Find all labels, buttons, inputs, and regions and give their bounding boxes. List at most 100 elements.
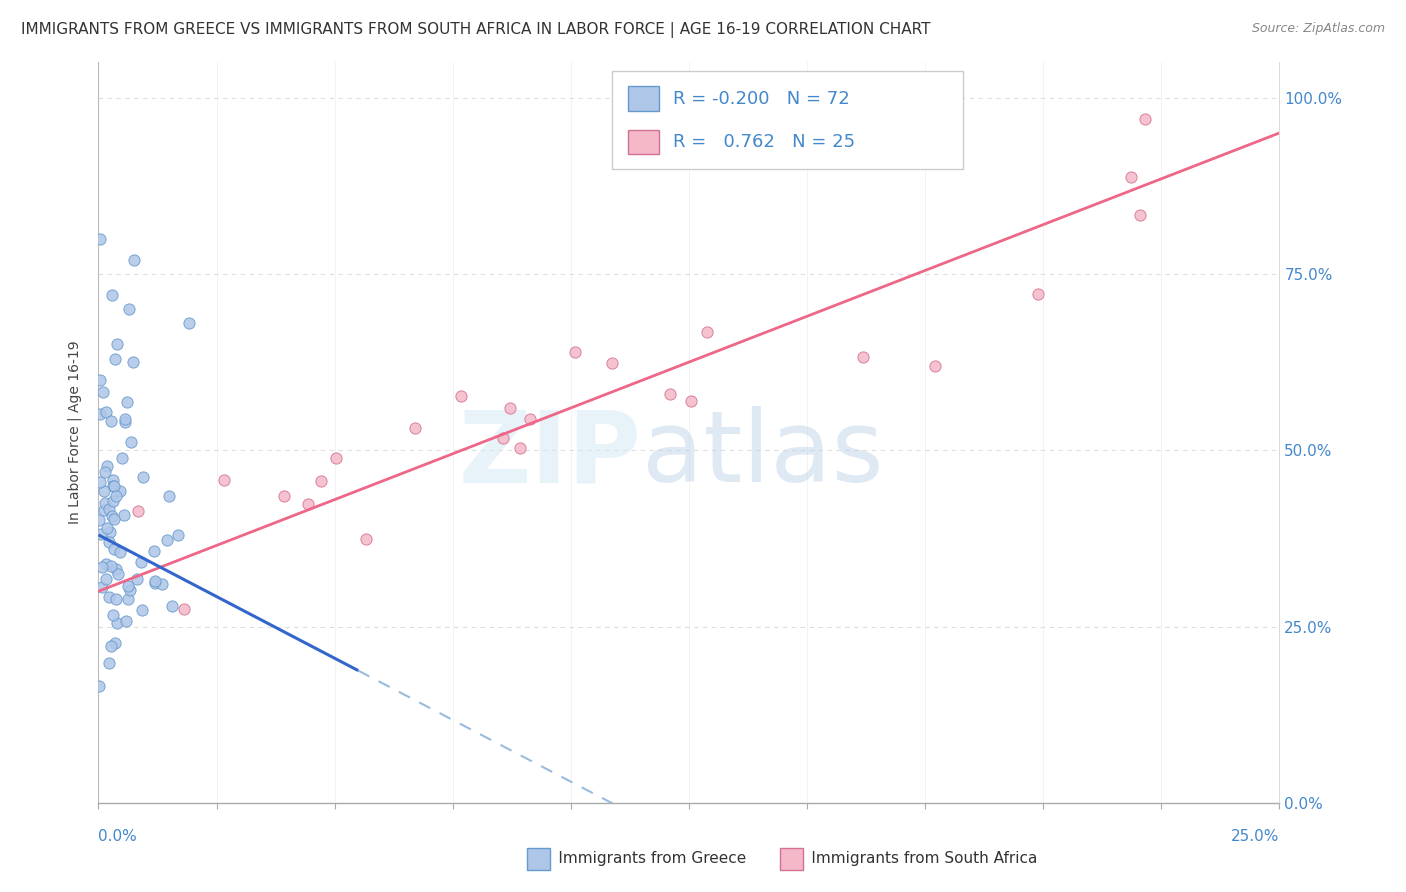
- Point: [120, 435, 142, 450]
- Point: [1026, 287, 1049, 301]
- Point: [160, 599, 183, 614]
- Point: [96, 458, 118, 473]
- Point: [89, 513, 111, 527]
- Point: [354, 532, 377, 546]
- Point: [96, 521, 118, 535]
- Point: [297, 497, 319, 511]
- Point: [325, 450, 347, 465]
- Point: [96, 405, 118, 419]
- Point: [509, 442, 531, 456]
- Point: [117, 579, 139, 593]
- Point: [150, 577, 173, 591]
- Text: R = -0.200   N = 72: R = -0.200 N = 72: [673, 90, 851, 108]
- Point: [105, 615, 128, 630]
- Point: [131, 603, 153, 617]
- Point: [93, 502, 115, 516]
- Point: [105, 337, 128, 351]
- Point: [89, 232, 111, 246]
- Point: [681, 394, 703, 409]
- Point: [100, 509, 122, 524]
- Text: 0.0%: 0.0%: [98, 829, 138, 844]
- Point: [125, 572, 148, 586]
- Point: [90, 527, 112, 541]
- Point: [114, 415, 136, 429]
- Point: [143, 574, 166, 588]
- Point: [696, 325, 718, 339]
- Point: [309, 474, 332, 488]
- Point: [492, 431, 515, 445]
- Point: [156, 533, 179, 547]
- Text: Immigrants from South Africa: Immigrants from South Africa: [787, 851, 1038, 865]
- Point: [273, 489, 295, 503]
- Point: [104, 636, 127, 650]
- Point: [115, 394, 138, 409]
- Point: [90, 560, 112, 574]
- Point: [177, 316, 200, 330]
- Point: [1121, 170, 1143, 185]
- Point: [91, 384, 114, 399]
- Point: [93, 484, 115, 499]
- Point: [404, 421, 426, 435]
- Point: [89, 373, 111, 387]
- Point: [103, 479, 125, 493]
- Point: [100, 639, 122, 653]
- Point: [103, 542, 125, 557]
- Point: [100, 414, 122, 428]
- Point: [101, 473, 124, 487]
- Point: [118, 302, 141, 317]
- Text: atlas: atlas: [641, 407, 883, 503]
- Point: [104, 591, 127, 606]
- Text: 25.0%: 25.0%: [1232, 829, 1279, 844]
- Text: IMMIGRANTS FROM GREECE VS IMMIGRANTS FROM SOUTH AFRICA IN LABOR FORCE | AGE 16-1: IMMIGRANTS FROM GREECE VS IMMIGRANTS FRO…: [21, 22, 931, 38]
- Point: [94, 465, 117, 479]
- Point: [120, 583, 142, 598]
- Point: [212, 474, 235, 488]
- Point: [117, 591, 139, 606]
- Point: [101, 494, 124, 508]
- Y-axis label: In Labor Force | Age 16-19: In Labor Force | Age 16-19: [67, 341, 83, 524]
- Point: [98, 656, 121, 670]
- Point: [89, 407, 111, 421]
- Point: [519, 412, 541, 426]
- Point: [122, 252, 145, 267]
- Text: ZIP: ZIP: [458, 407, 641, 503]
- Point: [97, 501, 120, 516]
- Point: [89, 679, 111, 693]
- Point: [94, 557, 117, 571]
- Point: [112, 508, 135, 522]
- Point: [111, 450, 134, 465]
- Point: [924, 359, 946, 373]
- Point: [143, 544, 166, 558]
- Point: [173, 602, 195, 616]
- Point: [157, 489, 180, 503]
- Point: [132, 469, 155, 483]
- Point: [564, 344, 586, 359]
- Point: [103, 512, 125, 526]
- Point: [108, 483, 131, 498]
- Point: [101, 288, 124, 302]
- Text: R =   0.762   N = 25: R = 0.762 N = 25: [673, 133, 856, 151]
- Point: [101, 608, 124, 623]
- Point: [90, 580, 112, 594]
- Point: [104, 489, 127, 503]
- Point: [658, 387, 681, 401]
- Text: Source: ZipAtlas.com: Source: ZipAtlas.com: [1251, 22, 1385, 36]
- Point: [450, 389, 472, 403]
- Point: [100, 559, 122, 574]
- Point: [108, 545, 131, 559]
- Point: [166, 528, 188, 542]
- Point: [104, 562, 127, 576]
- Point: [499, 401, 522, 415]
- Point: [114, 614, 136, 628]
- Point: [94, 572, 117, 586]
- Point: [98, 524, 121, 539]
- Point: [104, 351, 127, 366]
- Point: [851, 350, 873, 364]
- Point: [103, 479, 125, 493]
- Point: [89, 475, 111, 489]
- Point: [131, 555, 153, 569]
- Text: Immigrants from Greece: Immigrants from Greece: [534, 851, 747, 865]
- Point: [98, 591, 121, 605]
- Point: [93, 496, 115, 510]
- Point: [98, 534, 121, 549]
